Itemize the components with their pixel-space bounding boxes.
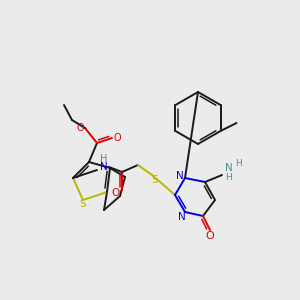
Text: S: S (152, 175, 158, 185)
Text: O: O (76, 123, 84, 133)
Text: H: H (100, 154, 108, 164)
Text: O: O (113, 133, 121, 143)
Text: H: H (235, 158, 242, 167)
Text: O: O (206, 231, 214, 241)
Text: N: N (100, 162, 108, 172)
Text: S: S (80, 199, 86, 209)
Text: N: N (176, 171, 184, 181)
Text: N: N (225, 163, 233, 173)
Text: O: O (112, 188, 120, 198)
Text: H: H (226, 173, 232, 182)
Text: N: N (178, 212, 186, 222)
